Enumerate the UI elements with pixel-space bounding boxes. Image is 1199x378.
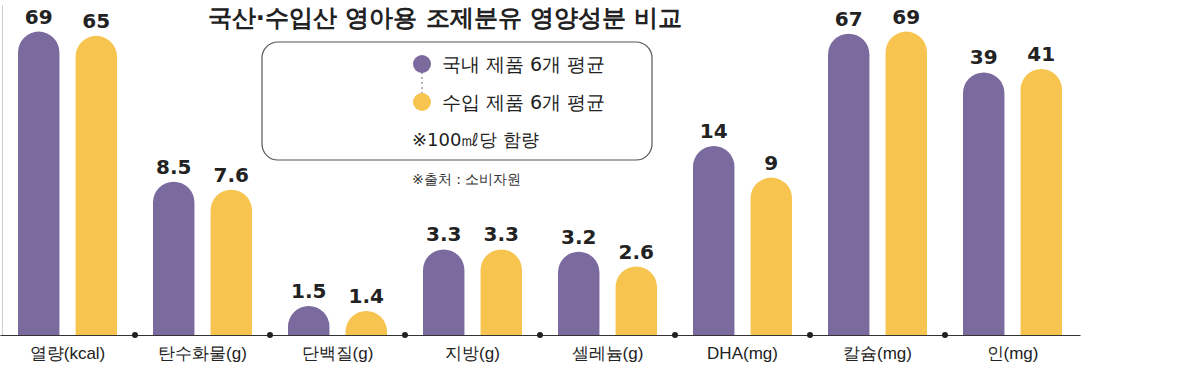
bar [153, 182, 194, 335]
divider-dot [672, 332, 678, 338]
bar [76, 36, 117, 335]
title: 국산·수입산 영아용 조제분유 영양성분 비교 [208, 4, 683, 32]
bar [616, 267, 657, 335]
bar [423, 249, 464, 335]
data-label: 65 [82, 9, 110, 33]
x-tick-label: 지방(g) [445, 344, 500, 363]
x-tick: 지방(g) [445, 335, 500, 363]
data-label: 1.4 [349, 284, 384, 308]
x-tick-label: 칼슘(mg) [843, 344, 912, 363]
legend-label: 국내 제품 6개 평균 [442, 53, 605, 75]
x-tick-label: 셀레늄(g) [572, 344, 644, 363]
annotation: ※100㎖당 함량 [412, 129, 539, 150]
x-tick: DHA(mg) [707, 335, 778, 363]
legend-swatch [413, 93, 431, 111]
x-tick-label: 단백질(g) [302, 344, 374, 363]
data-label: 67 [835, 7, 863, 31]
legend-label: 수입 제품 6개 평균 [442, 91, 605, 113]
bar [751, 178, 792, 335]
divider-dot [132, 332, 138, 338]
data-label: 41 [1027, 42, 1055, 66]
divider-dot [537, 332, 543, 338]
data-label: 2.6 [619, 240, 654, 264]
divider-dot [807, 332, 813, 338]
divider-dot [267, 332, 273, 338]
x-tick-label: 인(mg) [987, 344, 1039, 363]
y-axis-line [2, 6, 3, 336]
data-label: 39 [970, 45, 998, 69]
data-label: 14 [700, 119, 728, 143]
x-tick: 단백질(g) [302, 335, 374, 363]
bar [288, 306, 329, 335]
bar [963, 72, 1004, 335]
x-tick: 인(mg) [987, 335, 1039, 363]
x-tick-label: 탄수화물(g) [158, 344, 247, 363]
x-tick: 칼슘(mg) [843, 335, 912, 363]
x-axis: 열량(kcal) 탄수화물(g) 단백질(g) 지방(g) 셀레늄(g) DHA(mg) 칼… [1, 335, 1081, 363]
data-label: 69 [25, 5, 53, 29]
bar [211, 190, 252, 335]
x-tick: 셀레늄(g) [572, 335, 644, 363]
data-labels: 69 8.5 1.5 3.3 3.2 14 67 39 65 7.6 1.4 3.3 2.6 9 69 41 [25, 5, 1055, 308]
bar [18, 32, 59, 335]
divider-dot [942, 332, 948, 338]
bar [481, 249, 522, 335]
data-label: 1.5 [291, 279, 326, 303]
divider-dot [402, 332, 408, 338]
x-tick: 탄수화물(g) [158, 335, 247, 363]
legend-box [262, 42, 652, 160]
data-label: 3.3 [426, 222, 461, 246]
bar [346, 311, 387, 335]
bar [558, 252, 599, 335]
chart: 69 8.5 1.5 3.3 3.2 14 67 39 65 7.6 1.4 3.3 2.6 9 69 41 열… [0, 0, 1199, 378]
bar [886, 32, 927, 335]
annotation: ※출처 : 소비자원 [412, 171, 521, 187]
data-label: 3.2 [561, 225, 596, 249]
bar [828, 34, 869, 335]
legend: 국내 제품 6개 평균수입 제품 6개 평균 ※100㎖당 함량 [262, 42, 652, 160]
legend-swatch [413, 55, 431, 73]
bar [693, 146, 734, 335]
bars [18, 32, 1062, 335]
x-tick-label: DHA(mg) [707, 344, 778, 363]
data-label: 7.6 [214, 163, 249, 187]
data-label: 3.3 [484, 222, 519, 246]
data-label: 69 [892, 5, 920, 29]
data-label: 8.5 [156, 155, 191, 179]
y-axis [2, 6, 3, 336]
bar [1021, 69, 1062, 335]
x-tick: 열량(kcal) [30, 335, 106, 363]
x-tick-label: 열량(kcal) [30, 344, 106, 363]
data-label: 9 [764, 151, 778, 175]
